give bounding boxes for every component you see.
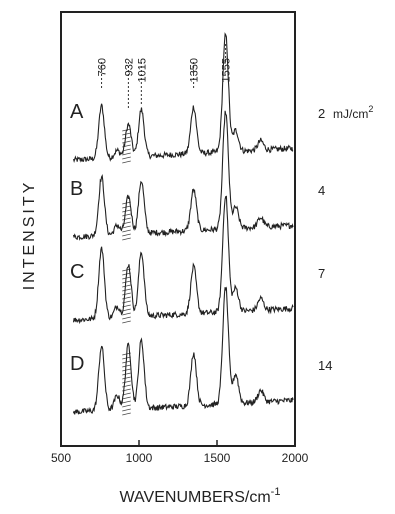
series-letter-label: C: [70, 261, 84, 283]
x-tick-label: 1500: [204, 451, 231, 465]
peak-label: 932: [123, 58, 135, 76]
series-dose-label: 7: [318, 266, 325, 281]
hatch-line: [122, 280, 131, 284]
hatch-line: [122, 296, 131, 300]
series-letter-label: A: [70, 101, 84, 123]
hatch-line: [122, 288, 131, 292]
dose-unit-text: mJ/cm: [333, 107, 368, 121]
hatch-line: [122, 152, 131, 156]
hatch-line: [122, 412, 131, 416]
hatch-line: [122, 368, 131, 372]
peak-label: 1555: [221, 58, 233, 82]
spectrum-trace-C: [72, 195, 294, 325]
hatch-line: [122, 156, 131, 160]
hatch-line: [122, 229, 131, 233]
hatch-line: [122, 209, 131, 213]
hatch-line: [122, 284, 131, 288]
hatch-line: [122, 312, 131, 316]
peak-label: 760: [97, 58, 109, 76]
hatch-line: [122, 237, 131, 241]
x-tick-label: 2000: [282, 451, 309, 465]
hatch-line: [122, 320, 131, 324]
spectrum-trace-D: [72, 286, 294, 415]
y-axis-label: INTENSITY: [21, 180, 38, 291]
peak-labels: 760 932 1015 1350 1555: [97, 58, 233, 82]
peak-marker-lines: [101, 42, 227, 108]
spectra-traces: [72, 32, 294, 415]
x-axis-label: WAVENUMBERS/cm-1: [120, 486, 281, 506]
hatch-line: [122, 213, 131, 217]
spectrum-trace-A: [72, 32, 294, 163]
hatch-line: [122, 160, 131, 164]
series-dose-unit: mJ/cm2: [333, 104, 373, 121]
hatch-line: [122, 136, 131, 140]
hatch-line: [122, 316, 131, 320]
x-tick-label: 500: [51, 451, 71, 465]
x-axis-label-superscript: -1: [271, 486, 281, 498]
hatch-line: [122, 225, 131, 229]
peak-label: 1350: [189, 58, 201, 82]
hatch-line: [122, 140, 131, 144]
hatch-line: [122, 396, 131, 400]
hatch-line: [122, 308, 131, 312]
x-axis: 500 1000 1500 2000: [51, 440, 309, 465]
hatch-line: [122, 132, 131, 136]
hatch-line: [122, 233, 131, 237]
plot-frame: [60, 11, 296, 447]
spectrum-trace-B: [72, 110, 294, 241]
hatch-line: [122, 408, 131, 412]
series-letter-label: B: [70, 178, 83, 200]
series-dose-label: 14: [318, 358, 332, 373]
peak-label: 1015: [136, 58, 148, 82]
dose-unit-superscript: 2: [368, 104, 373, 114]
hatch-line: [122, 217, 131, 221]
hatch-line: [122, 372, 131, 376]
hatch-line: [122, 364, 131, 368]
series-dose-label: 4: [318, 183, 325, 198]
series-letter-label: D: [70, 353, 84, 375]
hatch-line: [122, 292, 131, 296]
hatch-line: [122, 404, 131, 408]
hatch-line: [122, 380, 131, 384]
x-tick-label: 1000: [126, 451, 153, 465]
hatch-line: [122, 400, 131, 404]
hatch-line: [122, 376, 131, 380]
x-axis-label-text: WAVENUMBERS/cm: [120, 489, 271, 506]
series-dose-label: 2: [318, 106, 325, 121]
hatch-line: [122, 384, 131, 388]
